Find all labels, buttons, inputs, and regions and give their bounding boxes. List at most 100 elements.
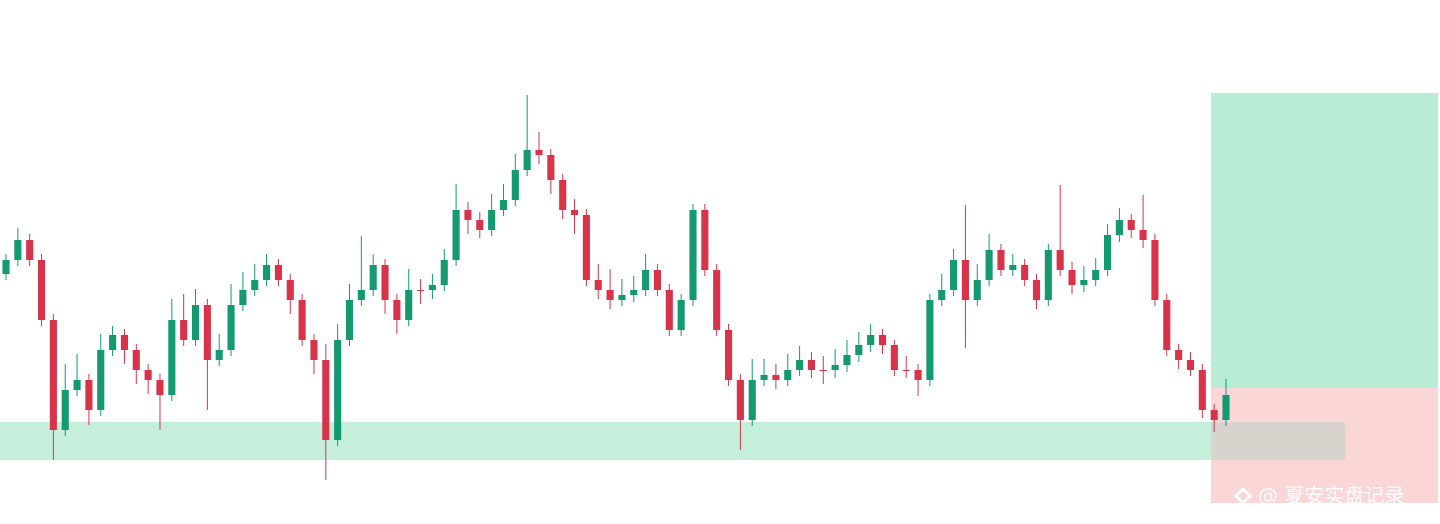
target-zone xyxy=(1211,93,1438,388)
candle-body xyxy=(547,155,555,180)
candle-body xyxy=(1115,220,1123,235)
candle-body xyxy=(476,220,484,230)
candle-body xyxy=(950,260,958,290)
candle-body xyxy=(985,250,993,280)
candle-body xyxy=(334,340,342,440)
candle-body xyxy=(1021,265,1029,280)
entry-band xyxy=(1211,422,1345,460)
candle-body xyxy=(665,290,673,330)
candle-body xyxy=(274,265,282,280)
candle-body xyxy=(713,270,721,330)
candle-body xyxy=(796,360,804,370)
candle-body xyxy=(878,335,887,345)
candle-body xyxy=(61,390,69,430)
candle-body xyxy=(724,330,733,380)
candle-body xyxy=(831,365,839,370)
candle-body xyxy=(440,260,448,285)
candle-body xyxy=(357,290,365,300)
candle-body xyxy=(902,370,910,371)
candle-body xyxy=(523,150,531,170)
candle-body xyxy=(760,375,768,380)
candle-body xyxy=(653,270,662,290)
candle-body xyxy=(1044,250,1052,300)
candle-body xyxy=(345,300,354,340)
candles xyxy=(2,95,1230,480)
candle-body xyxy=(1163,300,1171,350)
candle-body xyxy=(867,335,875,345)
candle-body xyxy=(701,210,709,270)
candle-body xyxy=(203,305,211,360)
candle-body xyxy=(570,210,579,215)
candle-body xyxy=(286,280,294,300)
candle-body xyxy=(239,290,247,305)
candle-body xyxy=(2,260,10,274)
candle-body xyxy=(1139,230,1147,240)
candle-body xyxy=(109,335,117,350)
candle-body xyxy=(369,265,377,290)
candle-body xyxy=(85,380,93,410)
candle-body xyxy=(606,290,614,300)
candle-body xyxy=(1056,250,1064,270)
candle-body xyxy=(381,265,389,300)
candle-body xyxy=(618,295,626,300)
candle-body xyxy=(26,240,34,260)
candle-body xyxy=(973,280,981,300)
candle-body xyxy=(405,290,413,320)
candle-body xyxy=(464,210,472,220)
candle-body xyxy=(736,380,744,420)
candle-body xyxy=(215,350,223,360)
candle-body xyxy=(73,380,81,390)
candle-body xyxy=(97,350,105,410)
candle-body xyxy=(642,270,650,290)
candle-body xyxy=(14,240,22,260)
candle-body xyxy=(322,360,330,440)
candle-body xyxy=(1068,270,1076,285)
candle-body xyxy=(132,350,140,370)
candle-body xyxy=(49,320,57,430)
candle-body xyxy=(393,300,401,320)
candle-body xyxy=(488,210,496,230)
logo-icon xyxy=(1234,487,1252,505)
candle-body xyxy=(499,200,508,210)
candle-body xyxy=(511,170,519,200)
candle-body xyxy=(1151,240,1159,300)
candle-body xyxy=(310,340,318,360)
candle-body xyxy=(428,285,436,290)
candle-body xyxy=(748,380,756,420)
candle-body xyxy=(630,290,638,295)
candle-body xyxy=(1127,220,1135,230)
candle-body xyxy=(772,375,780,380)
candle-body xyxy=(1186,360,1195,370)
candle-body xyxy=(1104,235,1112,270)
watermark: @ 夏安实盘记录 xyxy=(1258,484,1404,508)
candle-body xyxy=(180,320,188,340)
candle-body xyxy=(819,370,827,371)
candle-body xyxy=(1080,280,1088,285)
candle-body xyxy=(1175,350,1183,360)
candle-body xyxy=(1222,395,1230,420)
support-zone xyxy=(0,422,1211,460)
candle-body xyxy=(997,250,1005,270)
candle-body xyxy=(594,280,602,290)
candle-body xyxy=(938,290,946,300)
candle-body xyxy=(689,210,697,300)
candle-body xyxy=(677,300,685,330)
candle-body xyxy=(156,380,164,395)
candle-body xyxy=(890,345,898,370)
candle-body xyxy=(914,370,922,380)
candle-body xyxy=(926,300,934,380)
candle-body xyxy=(298,300,306,340)
candle-body xyxy=(1092,270,1100,280)
candle-body xyxy=(168,320,176,395)
candle-body xyxy=(559,180,567,210)
candle-body xyxy=(1198,370,1206,410)
candle-body xyxy=(843,355,851,365)
candle-body xyxy=(191,305,200,340)
candle-body xyxy=(417,290,425,291)
candle-body xyxy=(582,215,590,280)
candle-body xyxy=(535,150,543,155)
candle-body xyxy=(1009,265,1017,270)
candle-body xyxy=(251,280,259,290)
candle-body xyxy=(784,370,792,380)
